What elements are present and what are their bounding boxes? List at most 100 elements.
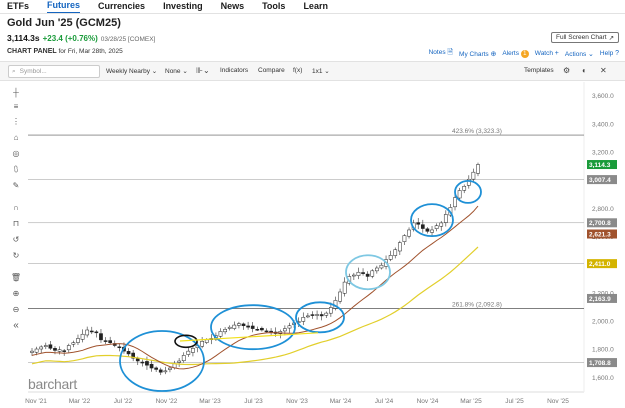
text-tool-icon[interactable]: ◎ — [12, 149, 20, 158]
add-circle-icon: ⊕ — [490, 50, 497, 58]
x-tick-label: Mar '24 — [330, 398, 352, 405]
nav-etfs[interactable]: ETFs — [7, 1, 30, 11]
candle-body — [62, 350, 67, 352]
fx-button[interactable]: f(x) — [293, 67, 303, 74]
candle-body — [301, 317, 306, 322]
candle-body — [342, 281, 347, 294]
x-tick-label: Jul '24 — [375, 398, 394, 405]
compare-button[interactable]: Compare — [258, 67, 285, 74]
price-tag-label: 2,163.9 — [589, 296, 611, 303]
fib-level-label: 261.8% (2,092.8) — [452, 301, 502, 308]
help-link[interactable]: Help ? — [599, 50, 619, 57]
candle-body — [154, 367, 158, 370]
crosshair-icon[interactable]: ┼ — [13, 88, 19, 97]
ratio-select[interactable]: 1x1 ⌄ — [312, 68, 330, 75]
lock-icon[interactable]: ⊓ — [12, 219, 20, 228]
nav-learn[interactable]: Learn — [303, 1, 328, 11]
notes-link[interactable]: Notes 🗎 — [428, 49, 454, 56]
trash-icon[interactable]: 🗑 — [10, 273, 22, 282]
indicators-button[interactable]: Indicators — [220, 67, 249, 74]
candle-body — [476, 164, 480, 174]
candle-body — [131, 352, 136, 359]
y-tick-label: 1,800.0 — [592, 347, 614, 354]
symbol-search-input[interactable]: ⌕ Symbol... — [8, 65, 100, 78]
watch-link[interactable]: Watch + — [534, 50, 559, 57]
candle-body — [466, 178, 471, 186]
overlay-select[interactable]: None ⌄ — [165, 68, 188, 75]
nav-currencies[interactable]: Currencies — [98, 1, 146, 11]
y-tick-label: 3,600.0 — [592, 93, 614, 100]
candle-body — [232, 324, 237, 329]
candle-body — [177, 360, 181, 363]
magnet-icon[interactable]: ∩ — [13, 203, 19, 212]
period-select[interactable]: Weekly Nearby ⌄ — [106, 68, 158, 75]
collapse-icon[interactable]: « — [13, 320, 19, 331]
zoom-in-icon[interactable]: ⊕ — [12, 289, 20, 298]
annotation-ellipse — [454, 180, 482, 204]
candle-body — [370, 270, 375, 277]
candle-body — [457, 190, 462, 199]
alerts-link[interactable]: Alerts 1 — [502, 49, 529, 58]
candle-body — [462, 186, 467, 191]
candle-body — [374, 267, 379, 272]
candle-body — [416, 222, 421, 225]
fibonacci-icon[interactable]: ⋮ — [12, 117, 20, 126]
candle-body — [66, 345, 71, 351]
y-tick-label: 3,200.0 — [592, 149, 614, 156]
x-tick-label: Nov '24 — [417, 398, 439, 405]
candle-body — [158, 369, 163, 373]
candle-body — [246, 325, 250, 328]
nav-news[interactable]: News — [220, 1, 245, 11]
candle-body — [108, 340, 113, 343]
measure-icon[interactable]: ⩇ — [14, 165, 18, 174]
chart-panel-label: CHART PANEL — [7, 48, 57, 55]
annotation-ellipse-black — [174, 334, 198, 349]
chart-panel-date: for Fri, Mar 28th, 2025 — [58, 48, 123, 55]
candle-body — [76, 338, 80, 343]
x-tick-label: Mar '25 — [460, 398, 482, 405]
search-icon: ⌕ — [12, 67, 16, 75]
annotation-ellipse — [210, 304, 296, 351]
candle-body — [388, 255, 393, 260]
candle-body — [117, 346, 122, 349]
candle-body — [200, 341, 204, 347]
barchart-logo: barchart — [28, 376, 77, 392]
theme-icon[interactable]: ◐ — [582, 66, 587, 75]
price-chart[interactable]: 1,600.01,800.02,000.02,200.02,400.02,600… — [0, 82, 625, 408]
x-tick-label: Nov '22 — [156, 398, 178, 405]
settings-icon[interactable]: ⚙ — [563, 66, 571, 75]
price-tag-label: 3,114.3 — [589, 162, 611, 169]
nav-divider — [0, 13, 625, 14]
undo-icon[interactable]: ↺ — [12, 235, 20, 244]
candle-body — [352, 274, 356, 277]
candle-body — [443, 214, 448, 223]
shapes-icon[interactable]: ⌂ — [13, 133, 19, 142]
my-charts-link[interactable]: My Charts ⊕ — [459, 50, 497, 58]
nav-investing[interactable]: Investing — [163, 1, 203, 11]
chart-toolbar: ⌕ Symbol... Weekly Nearby ⌄ None ⌄ ⊪⌄ In… — [0, 61, 625, 81]
nav-tools[interactable]: Tools — [262, 1, 286, 11]
candle-body — [361, 272, 365, 274]
price-change: +23.4 (+0.76%) — [42, 34, 98, 43]
actions-menu[interactable]: Actions ⌄ — [564, 50, 594, 58]
close-icon[interactable]: ✕ — [600, 66, 607, 75]
external-link-icon: ↗ — [608, 34, 615, 42]
x-tick-label: Jul '25 — [505, 398, 524, 405]
candle-body — [439, 222, 444, 227]
full-screen-chart-button[interactable]: Full Screen Chart ↗ — [551, 32, 619, 43]
candle-body — [163, 370, 168, 373]
zoom-out-icon[interactable]: ⊖ — [12, 305, 20, 314]
pen-icon[interactable]: ✎ — [12, 181, 20, 190]
panel-links: Notes 🗎 My Charts ⊕ Alerts 1 Watch + Act… — [429, 48, 619, 59]
candle-body — [227, 326, 232, 329]
lines-tool-icon[interactable]: ≡ — [13, 102, 19, 111]
templates-button[interactable]: Templates — [524, 67, 554, 74]
nav-futures[interactable]: Futures — [47, 0, 81, 14]
chart-type-icon[interactable]: ⊪⌄ — [196, 66, 210, 75]
y-tick-label: 1,600.0 — [592, 375, 614, 382]
candle-body — [283, 328, 287, 332]
redo-icon[interactable]: ↻ — [12, 251, 20, 260]
moving-average-line — [31, 246, 479, 366]
x-tick-label: Mar '22 — [69, 398, 91, 405]
candle-body — [204, 339, 209, 343]
